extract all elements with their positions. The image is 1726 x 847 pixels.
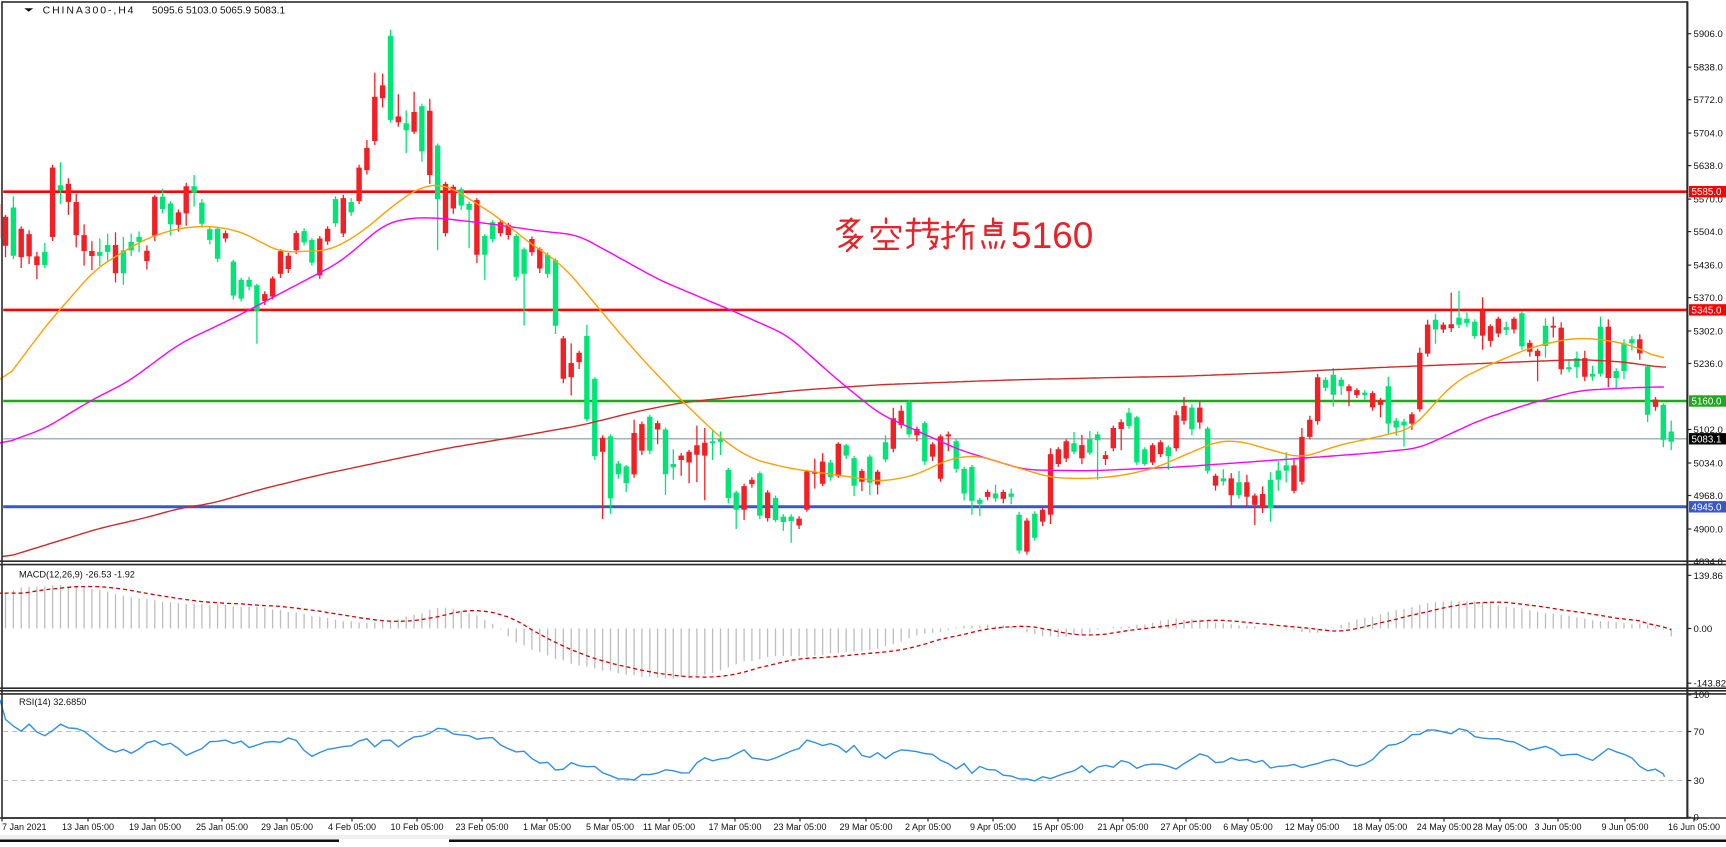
svg-text:RSI(14) 32.6850: RSI(14) 32.6850 <box>19 697 86 707</box>
svg-text:5083.1: 5083.1 <box>1692 434 1722 445</box>
svg-text:5704.0: 5704.0 <box>1694 129 1723 140</box>
svg-text:3 Jun 05:00: 3 Jun 05:00 <box>1534 822 1581 832</box>
svg-text:10 Feb 05:00: 10 Feb 05:00 <box>390 822 443 832</box>
svg-text:25 Jan 05:00: 25 Jan 05:00 <box>196 822 248 832</box>
svg-text:16 Jun 05:00: 16 Jun 05:00 <box>1668 822 1720 832</box>
svg-text:5236.0: 5236.0 <box>1694 359 1723 370</box>
svg-text:MACD(12,26,9) -26.53 -1.92: MACD(12,26,9) -26.53 -1.92 <box>19 570 135 580</box>
svg-text:24 May 05:00: 24 May 05:00 <box>1417 822 1472 832</box>
svg-text:5638.0: 5638.0 <box>1694 161 1723 172</box>
svg-text:12 May 05:00: 12 May 05:00 <box>1285 822 1340 832</box>
svg-text:5034.0: 5034.0 <box>1694 458 1723 469</box>
svg-text:4968.0: 4968.0 <box>1694 491 1723 502</box>
svg-text:5585.0: 5585.0 <box>1692 187 1723 198</box>
svg-text:27 Apr 05:00: 27 Apr 05:00 <box>1160 822 1211 832</box>
svg-text:29 Jan 05:00: 29 Jan 05:00 <box>261 822 313 832</box>
svg-text:4 Feb 05:00: 4 Feb 05:00 <box>328 822 376 832</box>
svg-text:100: 100 <box>1694 690 1710 701</box>
svg-text:11 Mar 05:00: 11 Mar 05:00 <box>643 822 695 832</box>
svg-text:139.86: 139.86 <box>1694 571 1723 582</box>
svg-text:30: 30 <box>1694 776 1705 787</box>
svg-text:5160.0: 5160.0 <box>1692 397 1723 408</box>
svg-text:19 Jan 05:00: 19 Jan 05:00 <box>129 822 181 832</box>
svg-text:5302.0: 5302.0 <box>1694 326 1723 337</box>
svg-text:5906.0: 5906.0 <box>1694 29 1723 40</box>
svg-text:5504.0: 5504.0 <box>1694 227 1723 238</box>
svg-text:28 May 05:00: 28 May 05:00 <box>1473 822 1528 832</box>
svg-text:4834.0: 4834.0 <box>1694 557 1723 568</box>
svg-text:5 Mar 05:00: 5 Mar 05:00 <box>586 822 634 832</box>
svg-text:-143.82: -143.82 <box>1694 679 1726 690</box>
svg-text:5095.6 5103.0 5065.9 5083.1: 5095.6 5103.0 5065.9 5083.1 <box>152 5 285 16</box>
svg-text:5436.0: 5436.0 <box>1694 261 1723 272</box>
svg-text:1 Mar 05:00: 1 Mar 05:00 <box>523 822 571 832</box>
svg-text:15 Apr 05:00: 15 Apr 05:00 <box>1032 822 1083 832</box>
svg-text:29 Mar 05:00: 29 Mar 05:00 <box>839 822 892 832</box>
svg-text:2 Apr 05:00: 2 Apr 05:00 <box>905 822 951 832</box>
svg-text:4900.0: 4900.0 <box>1694 524 1723 535</box>
svg-text:0.00: 0.00 <box>1694 624 1713 635</box>
svg-text:5160: 5160 <box>1011 215 1093 256</box>
svg-text:23 Feb 05:00: 23 Feb 05:00 <box>455 822 508 832</box>
svg-text:9 Apr 05:00: 9 Apr 05:00 <box>970 822 1016 832</box>
svg-text:7 Jan 2021: 7 Jan 2021 <box>2 822 47 832</box>
svg-text:21 Apr 05:00: 21 Apr 05:00 <box>1097 822 1148 832</box>
svg-text:5838.0: 5838.0 <box>1694 63 1723 74</box>
svg-text:5345.0: 5345.0 <box>1692 305 1723 316</box>
svg-text:23 Mar 05:00: 23 Mar 05:00 <box>773 822 826 832</box>
svg-text:18 May 05:00: 18 May 05:00 <box>1353 822 1408 832</box>
svg-text:70: 70 <box>1694 727 1705 738</box>
svg-text:13 Jan 05:00: 13 Jan 05:00 <box>62 822 114 832</box>
svg-text:6 May 05:00: 6 May 05:00 <box>1223 822 1273 832</box>
svg-text:5772.0: 5772.0 <box>1694 95 1723 106</box>
svg-text:9 Jun 05:00: 9 Jun 05:00 <box>1601 822 1648 832</box>
svg-text:CHINA300-,H4: CHINA300-,H4 <box>43 4 136 16</box>
svg-text:17 Mar 05:00: 17 Mar 05:00 <box>708 822 761 832</box>
svg-text:5370.0: 5370.0 <box>1694 293 1723 304</box>
svg-text:4945.0: 4945.0 <box>1692 502 1723 513</box>
